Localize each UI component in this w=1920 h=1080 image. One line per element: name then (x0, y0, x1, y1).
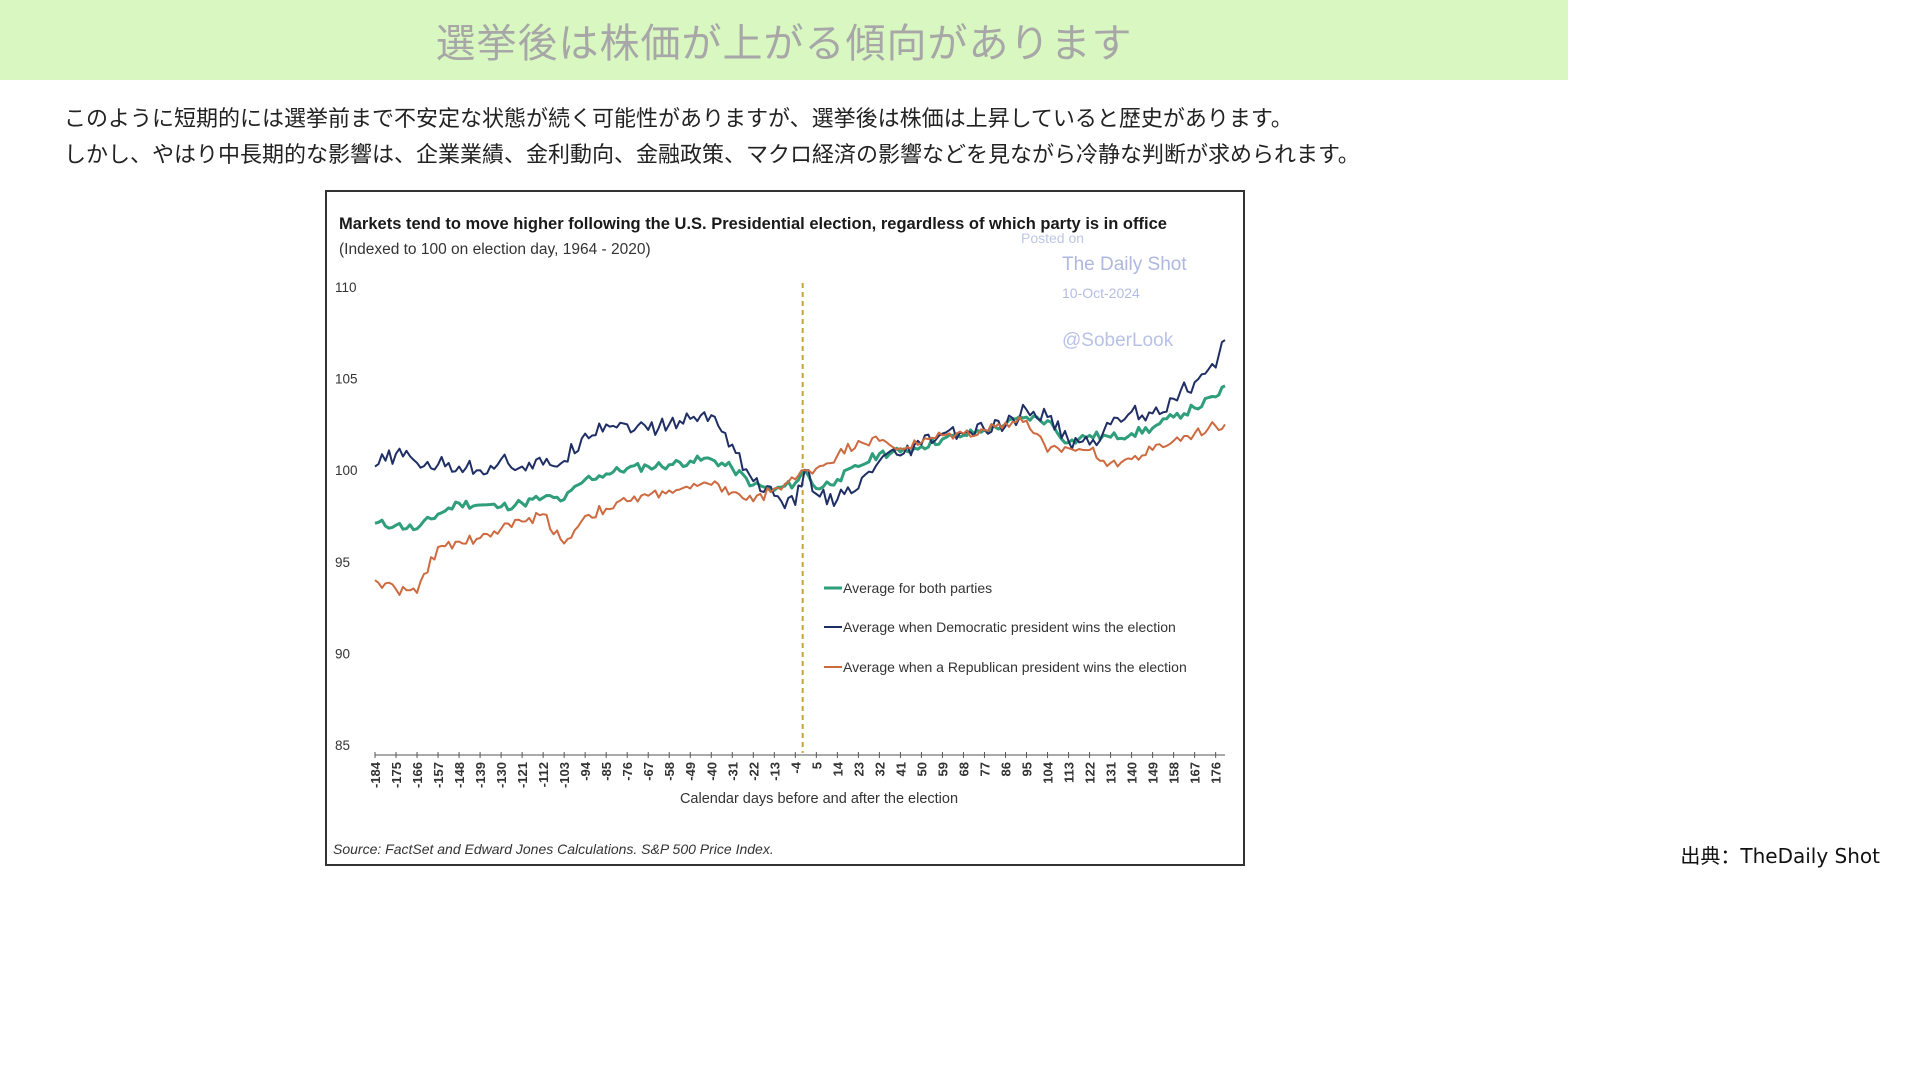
intro-text: このように短期的には選挙前まで不安定な状態が続く可能性がありますが、選挙後は株価… (64, 102, 1524, 174)
x-tick-label: 158 (1167, 762, 1182, 784)
x-tick-label: 23 (851, 762, 866, 776)
x-tick-label: 41 (893, 762, 908, 776)
chart-source: Source: FactSet and Edward Jones Calcula… (333, 841, 774, 857)
x-tick-label: 113 (1062, 762, 1077, 783)
x-tick-label: 140 (1125, 762, 1140, 784)
legend-label-rep: Average when a Republican president wins… (843, 659, 1187, 675)
y-tick-label: 85 (335, 738, 350, 753)
y-tick-label: 90 (335, 646, 350, 661)
x-tick-label: 50 (914, 762, 929, 776)
chart-frame: Markets tend to move higher following th… (325, 190, 1245, 866)
x-tick-label: 176 (1209, 762, 1224, 784)
series-line-rep (374, 416, 1226, 596)
x-tick-label: -112 (536, 762, 551, 787)
x-tick-label: -76 (620, 762, 635, 781)
x-tick-label: -157 (431, 762, 446, 788)
series-line-dem (374, 339, 1226, 510)
x-tick-label: 104 (1041, 761, 1056, 783)
title-banner: 選挙後は株価が上がる傾向があります (0, 0, 1568, 80)
intro-line-2: しかし、やはり中長期的な影響は、企業業績、金利動向、金融政策、マクロ経済の影響な… (64, 143, 1360, 168)
x-tick-label: -130 (494, 762, 509, 788)
x-tick-label: 122 (1083, 762, 1098, 784)
y-tick-label: 95 (335, 555, 350, 570)
x-tick-label: -22 (746, 762, 761, 781)
x-tick-label: -67 (641, 762, 656, 781)
x-tick-label: -49 (683, 762, 698, 781)
watermark-brand: The Daily Shot (1062, 254, 1187, 275)
x-tick-label: -139 (473, 762, 488, 788)
series-lines (374, 339, 1226, 596)
legend-label-both: Average for both parties (843, 580, 992, 596)
x-tick-label: -4 (788, 761, 803, 773)
x-tick-label: 95 (1020, 762, 1035, 776)
legend: Average for both parties Average when De… (824, 580, 1187, 675)
y-axis: 85 90 95 100 105 110 (335, 280, 358, 753)
x-axis: -184 -175 -166 -157 -148 -139 -130 -121 -112 -103… (368, 752, 1225, 788)
chart-title: Markets tend to move higher following th… (339, 215, 1167, 233)
x-tick-label: -148 (452, 762, 467, 788)
watermark-posted: Posted on (1021, 230, 1084, 246)
x-tick-label: -184 (368, 761, 383, 788)
source-credit: 出典：TheDaily Shot (1680, 844, 1880, 868)
x-tick-label: 77 (977, 762, 992, 776)
watermark-date: 10-Oct-2024 (1062, 285, 1140, 301)
legend-label-dem: Average when Democratic president wins t… (843, 619, 1176, 635)
x-tick-label: -103 (557, 762, 572, 788)
x-tick-label: -166 (410, 762, 425, 788)
series-line-both (374, 384, 1226, 532)
x-tick-label: -31 (725, 762, 740, 781)
x-tick-label: 167 (1188, 762, 1203, 784)
page-title: 選挙後は株価が上がる傾向があります (435, 21, 1133, 67)
chart-subtitle: (Indexed to 100 on election day, 1964 - … (339, 241, 651, 258)
x-tick-label: 59 (935, 762, 950, 776)
x-tick-label: -13 (767, 762, 782, 781)
x-tick-label: 68 (956, 762, 971, 776)
x-tick-label: 86 (998, 762, 1013, 776)
line-chart: Markets tend to move higher following th… (333, 215, 1226, 857)
x-tick-label: -58 (662, 762, 677, 781)
x-axis-label: Calendar days before and after the elect… (680, 791, 958, 807)
x-tick-label: 14 (830, 761, 845, 776)
y-tick-label: 110 (335, 280, 357, 295)
x-tick-label: 32 (872, 762, 887, 776)
x-tick-label: 5 (809, 762, 824, 769)
x-tick-label: -175 (389, 762, 404, 788)
y-tick-label: 100 (335, 463, 358, 478)
x-tick-label: -40 (704, 762, 719, 781)
watermark-handle: @SoberLook (1062, 330, 1174, 351)
x-tick-label: -85 (599, 762, 614, 781)
x-tick-label: 149 (1146, 762, 1161, 784)
x-tick-label: -94 (578, 761, 593, 781)
y-tick-label: 105 (335, 372, 358, 387)
x-tick-label: 131 (1104, 762, 1119, 784)
intro-line-1: このように短期的には選挙前まで不安定な状態が続く可能性がありますが、選挙後は株価… (64, 107, 1293, 132)
x-tick-label: -121 (515, 762, 530, 788)
